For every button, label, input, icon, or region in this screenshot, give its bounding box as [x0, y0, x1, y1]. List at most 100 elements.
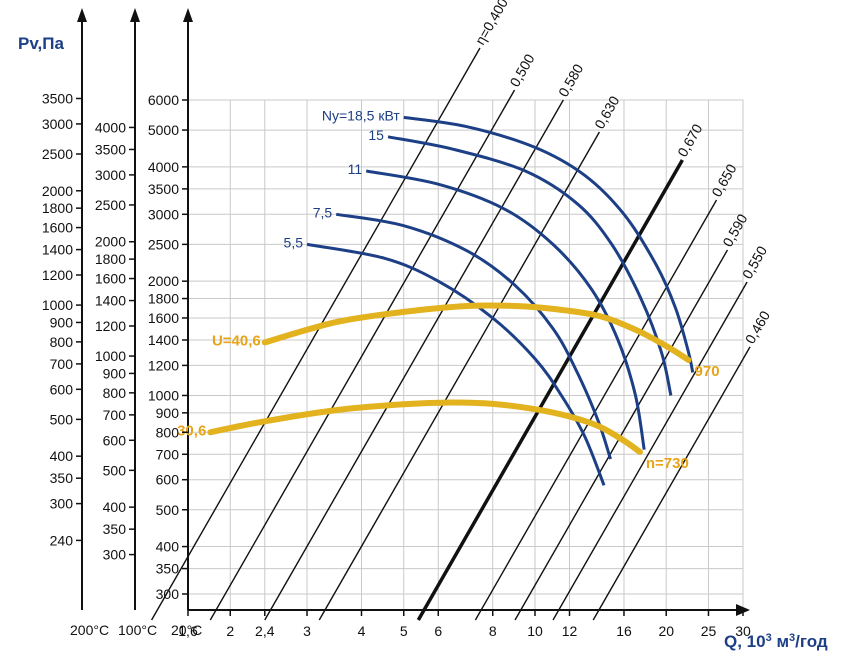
power-curve: [365, 169, 646, 450]
efficiency-label: 0,590: [719, 211, 750, 250]
y-tick-label: 350: [50, 470, 74, 486]
efficiency-line: [592, 346, 751, 621]
y-tick-label: 800: [103, 385, 127, 401]
y-tick-label: 1000: [95, 348, 126, 364]
y-tick-label: 1200: [148, 357, 179, 373]
efficiency-label: 0,500: [506, 51, 537, 90]
efficiency-label: 0,670: [674, 121, 705, 160]
temp-label-200c: 200°C: [70, 622, 109, 638]
power-curve: [335, 212, 612, 460]
flow-axis-title-tail: /год: [795, 632, 828, 651]
efficiency-label: η=0,400: [472, 0, 511, 47]
efficiency-line: [474, 199, 718, 621]
y-tick-label: 300: [156, 586, 180, 602]
y-tick-label: 1200: [42, 267, 73, 283]
y-tick-label: 700: [156, 446, 180, 462]
speed-curve-label: U=40,6: [212, 332, 261, 349]
y-tick-label: 3000: [95, 167, 126, 183]
y-tick-label: 300: [103, 547, 127, 563]
power-curves: Ny=18,5 кВт 15 11 7,5 5,5: [284, 107, 695, 486]
y-tick-label: 2000: [148, 273, 179, 289]
y-tick-label: 2000: [42, 183, 73, 199]
y-tick-label: 300: [50, 496, 74, 512]
axis-ticks: 3003504005006007008009001000120014001600…: [42, 90, 751, 639]
y-tick-label: 1600: [148, 310, 179, 326]
y-tick-label: 900: [156, 405, 180, 421]
x-tick-label: 16: [616, 623, 632, 639]
x-tick-label: 6: [434, 623, 442, 639]
speed-curve: [207, 399, 643, 455]
x-tick-label: 20: [658, 623, 674, 639]
y-tick-label: 1400: [42, 242, 73, 258]
x-tick-label: 8: [489, 623, 497, 639]
x-tick-label: 30: [735, 623, 751, 639]
y-tick-label: 800: [50, 334, 74, 350]
y-tick-label: 500: [103, 462, 127, 478]
flow-axis-title-sup: 3: [766, 632, 772, 644]
y-tick-label: 3000: [148, 206, 179, 222]
arrow-up-icon: [130, 8, 140, 22]
efficiency-label: 0,580: [555, 61, 586, 100]
efficiency-label: 0,460: [742, 308, 773, 347]
power-curve-label: 5,5: [284, 234, 304, 250]
y-tick-label: 1800: [95, 251, 126, 267]
efficiency-line: [552, 281, 748, 621]
y-tick-label: 6000: [148, 92, 179, 108]
power-curve-label: 15: [368, 127, 384, 143]
x-tick-label: 5: [400, 623, 408, 639]
flow-axis-title-unit-sup: 3: [789, 632, 795, 644]
speed-value-label: 970: [695, 363, 720, 380]
speed-curve-label: 30,6: [177, 422, 206, 439]
y-tick-label: 1600: [95, 271, 126, 287]
power-curve-label: 11: [348, 161, 363, 177]
efficiency-label: 0,550: [739, 243, 770, 282]
y-tick-label: 600: [156, 472, 180, 488]
y-tick-label: 2500: [95, 197, 126, 213]
speed-value-label: n=730: [646, 455, 689, 472]
y-tick-label: 5000: [148, 122, 179, 138]
power-curve-label: Ny=18,5 кВт: [322, 107, 400, 123]
y-tick-label: 600: [103, 432, 127, 448]
power-curve: [403, 115, 695, 373]
y-tick-label: 350: [156, 561, 180, 577]
x-tick-label: 4: [358, 623, 366, 639]
y-tick-label: 240: [50, 532, 74, 548]
power-curve: [387, 135, 673, 396]
speed-curve: [261, 302, 692, 363]
x-tick-label: 2: [226, 623, 234, 639]
y-tick-label: 1000: [42, 297, 73, 313]
efficiency-line: [150, 47, 481, 621]
y-tick-label: 1800: [42, 200, 73, 216]
y-tick-label: 1600: [42, 220, 73, 236]
y-tick-label: 2000: [95, 234, 126, 250]
flow-axis-title-main: Q, 10: [724, 632, 766, 651]
temp-label-100c: 100°C: [118, 622, 157, 638]
x-tick-label: 10: [527, 623, 543, 639]
y-tick-label: 400: [103, 499, 127, 515]
y-tick-label: 700: [103, 407, 127, 423]
y-tick-label: 1400: [95, 293, 126, 309]
y-tick-label: 3000: [42, 116, 73, 132]
y-tick-label: 900: [50, 314, 74, 330]
efficiency-line: [264, 99, 564, 621]
y-tick-label: 4000: [148, 159, 179, 175]
y-tick-label: 1200: [95, 318, 126, 334]
y-tick-label: 3500: [148, 181, 179, 197]
y-tick-label: 3500: [42, 90, 73, 106]
y-tick-label: 800: [156, 424, 180, 440]
x-tick-label: 12: [562, 623, 578, 639]
flow-axis-title: Q, 103 м3/год: [724, 632, 828, 651]
y-tick-label: 1400: [148, 332, 179, 348]
x-tick-label: 25: [701, 623, 717, 639]
temp-label-20c: 20°C: [171, 622, 202, 638]
flow-axis-title-unit: м: [772, 632, 789, 651]
power-curve: [306, 242, 606, 486]
y-tick-label: 1800: [148, 291, 179, 307]
arrow-up-icon: [77, 8, 87, 22]
y-tick-label: 500: [156, 502, 180, 518]
y-tick-label: 500: [50, 411, 74, 427]
efficiency-line: [209, 89, 516, 621]
y-tick-label: 1000: [148, 387, 179, 403]
efficiency-line: [514, 249, 729, 621]
efficiency-line: [416, 159, 684, 621]
